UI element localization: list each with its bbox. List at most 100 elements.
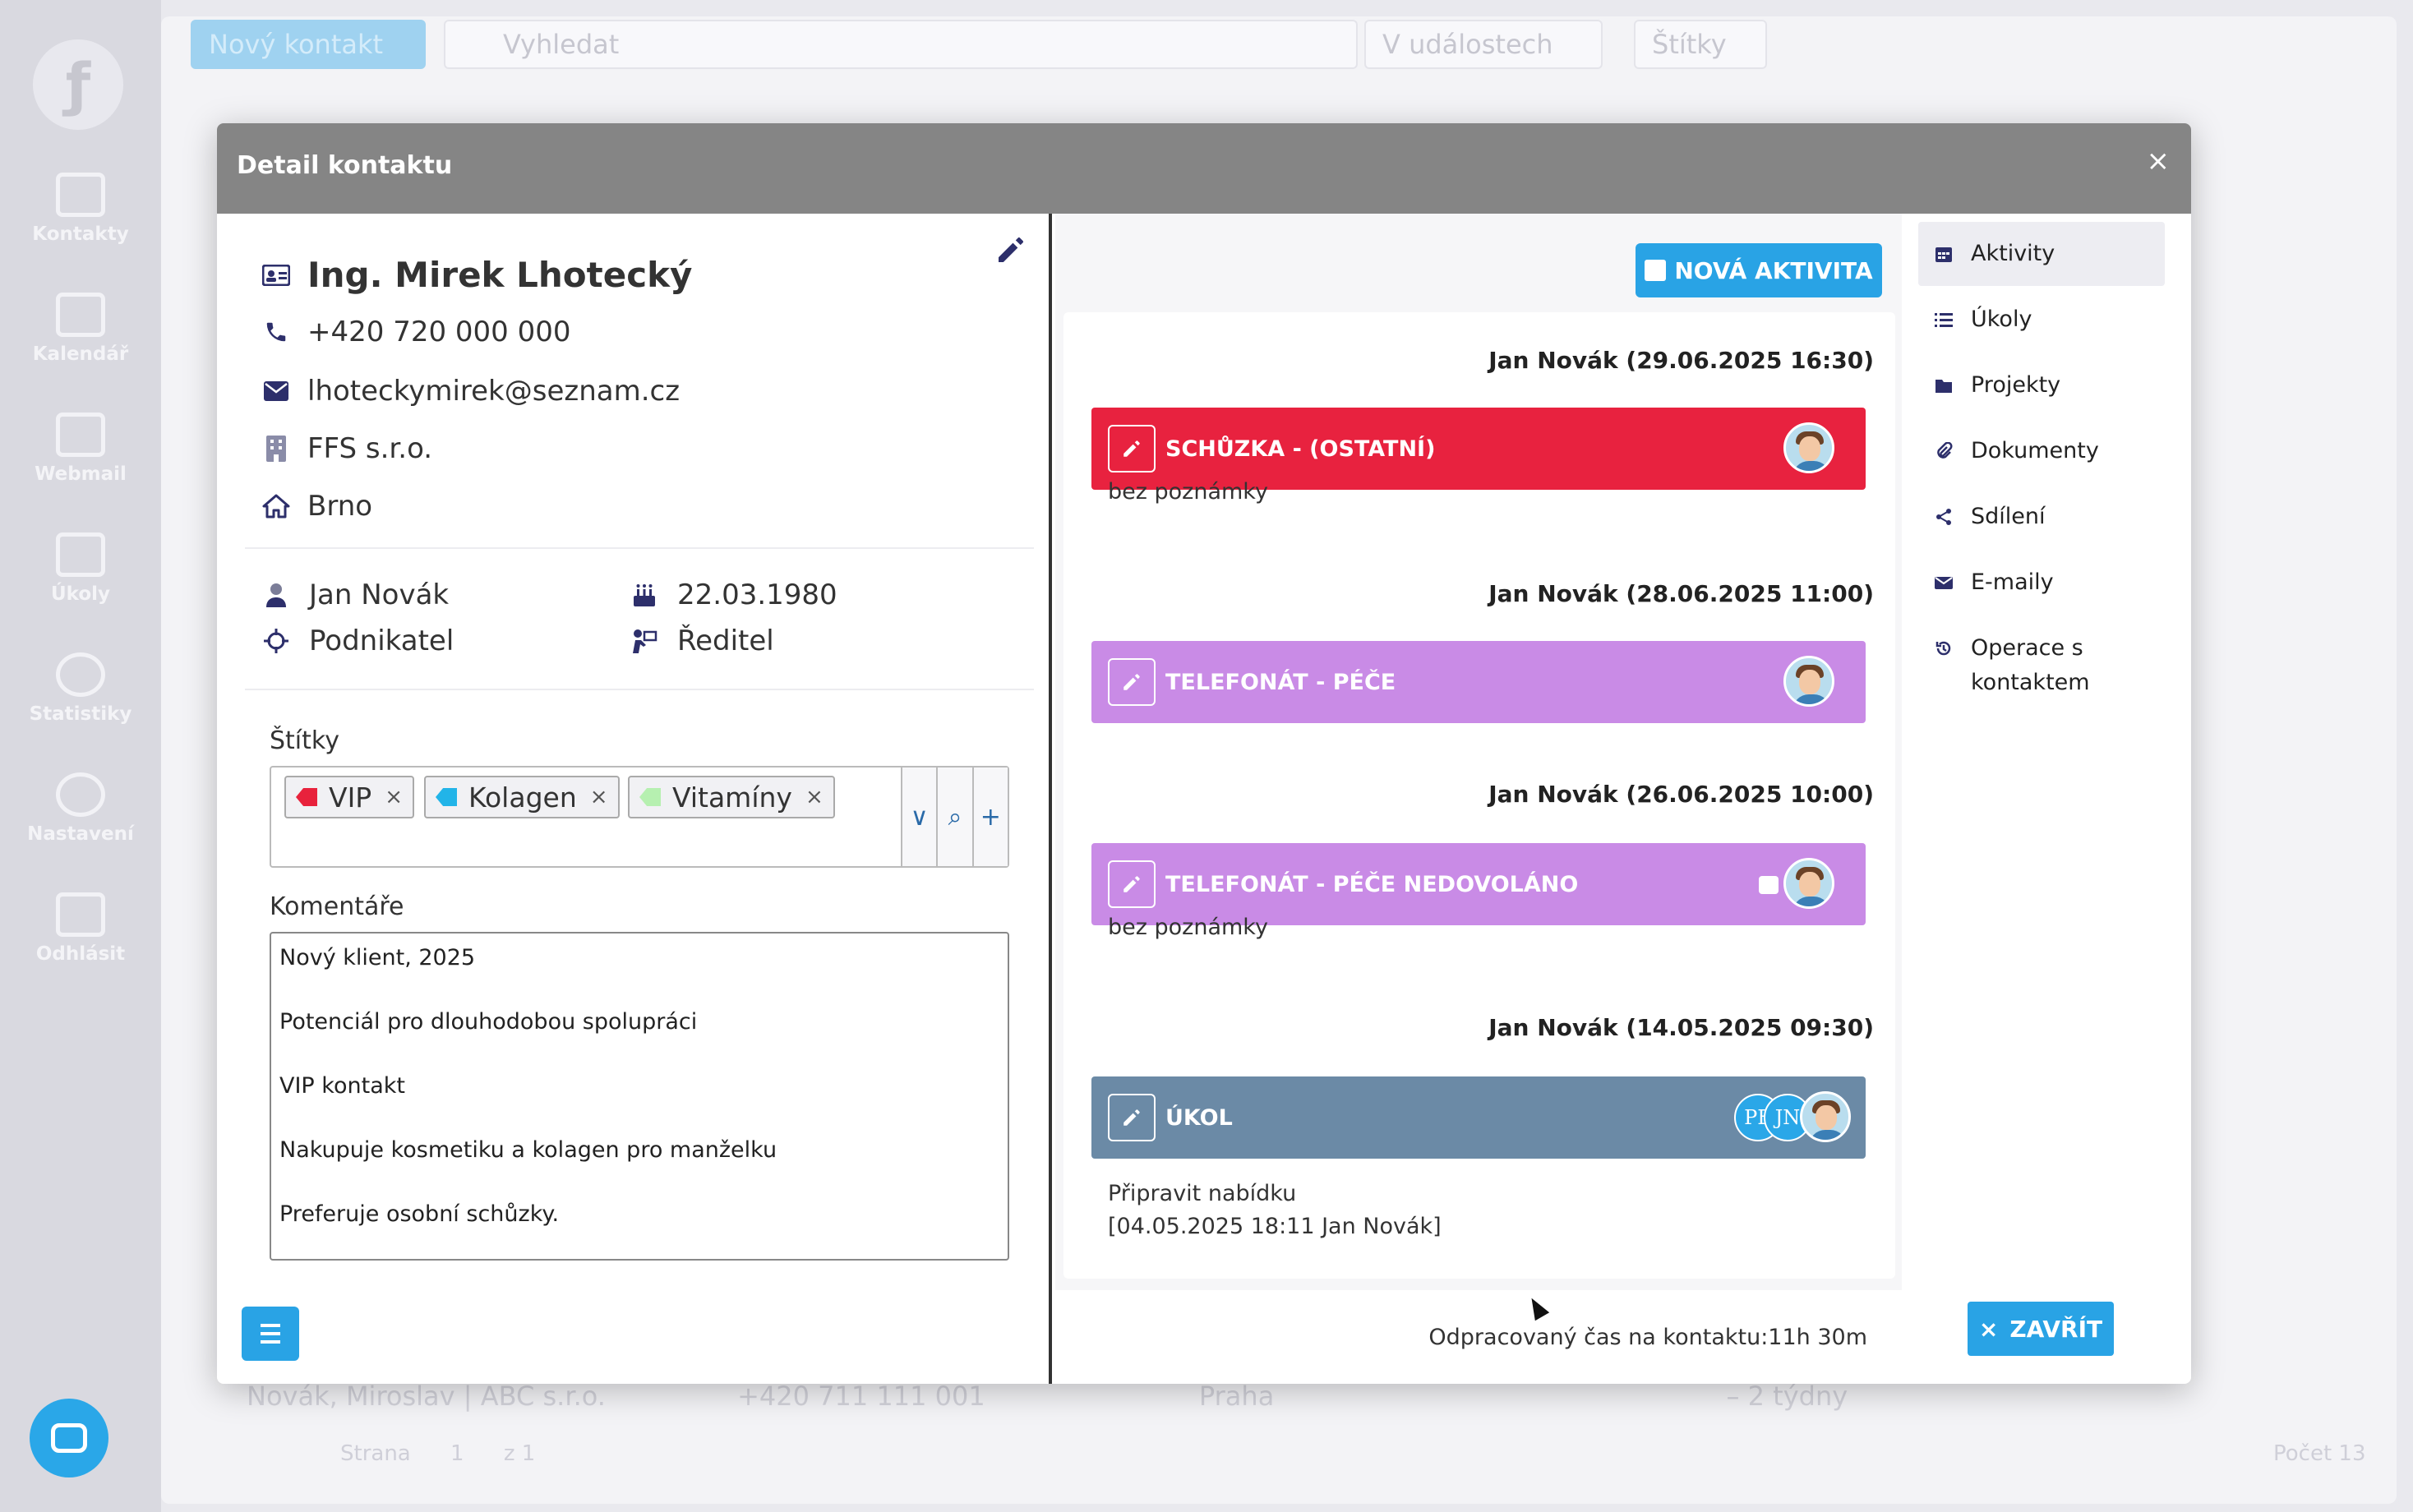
- in-events-toggle[interactable]: V událostech: [1364, 20, 1603, 69]
- activity-header: Jan Novák (14.05.2025 09:30): [1488, 1014, 1874, 1041]
- contact-name-row: Ing. Mirek Lhotecký: [261, 255, 692, 295]
- comments-textarea[interactable]: Nový klient, 2025 Potenciál pro dlouhodo…: [270, 932, 1009, 1261]
- avatar: [1783, 422, 1834, 473]
- folder-icon: [1935, 380, 1952, 393]
- comments-label: Komentáře: [270, 892, 404, 921]
- nav-label: Úkoly: [1971, 307, 2032, 332]
- activity-bar-phone-care[interactable]: TELEFONÁT - PÉČE: [1091, 641, 1866, 723]
- row-count: Počet 13: [2273, 1441, 2366, 1466]
- nav-item-sdileni[interactable]: Sdílení: [1918, 485, 2165, 549]
- nav-label: Sdílení: [1971, 504, 2046, 529]
- nav-item-dokumenty[interactable]: Dokumenty: [1918, 419, 2165, 483]
- activity-bar-task[interactable]: ÚKOL PE JN: [1091, 1076, 1866, 1159]
- comment-line: Potenciál pro dlouhodobou spolupráci: [279, 1009, 698, 1035]
- contact-detail-modal: Detail kontaktu × Ing. Mirek Lhotecký +4…: [217, 123, 2191, 1384]
- sidebar-item-label: Úkoly: [50, 583, 111, 605]
- calendar-icon: [56, 293, 105, 337]
- comment-line: Preferuje osobní schůzky.: [279, 1201, 560, 1227]
- contact-owner: Jan Novák: [261, 579, 449, 611]
- sidebar-item-ukoly[interactable]: Úkoly: [0, 532, 161, 605]
- nav-item-aktivity[interactable]: Aktivity: [1918, 222, 2165, 286]
- contact-birthday: 22.03.1980: [630, 579, 837, 611]
- sidebar-item-label: Kontakty: [32, 224, 129, 245]
- tag-remove-icon[interactable]: ×: [589, 785, 608, 809]
- chat-icon: [51, 1423, 87, 1453]
- app-logo-icon[interactable]: ƒ: [33, 39, 123, 130]
- phone-icon: [261, 317, 291, 347]
- activity-header: Jan Novák (26.06.2025 10:00): [1488, 781, 1874, 808]
- row-name: Novák, Miroslav | ABC s.r.o.: [247, 1381, 606, 1412]
- close-button-label: ZAVŘÍT: [2009, 1315, 2103, 1343]
- add-tag-icon[interactable]: +: [971, 768, 1008, 866]
- sidebar-item-nastaveni[interactable]: Nastavení: [0, 772, 161, 845]
- birthday-value: 22.03.1980: [677, 579, 837, 611]
- pager-of: z 1: [503, 1441, 536, 1466]
- modal-header: Detail kontaktu ×: [217, 123, 2191, 214]
- tags-input[interactable]: VIP × Kolagen × Vitamíny × ∨ ⌕ +: [270, 766, 1009, 868]
- edit-pencil-icon[interactable]: [1108, 658, 1156, 706]
- search-icon[interactable]: ⌕: [936, 768, 972, 866]
- history-icon: [1935, 641, 1951, 656]
- activity-note: Připravit nabídku: [1108, 1181, 1297, 1206]
- search-input[interactable]: Vyhledat: [444, 20, 1358, 69]
- paperclip-icon: [1937, 442, 1953, 459]
- tag-kolagen: Kolagen ×: [424, 776, 620, 818]
- edit-pencil-icon[interactable]: [1108, 860, 1156, 908]
- owner-value: Jan Novák: [309, 579, 450, 611]
- tag-remove-icon[interactable]: ×: [805, 785, 824, 809]
- contact-position: Ředitel: [630, 625, 774, 657]
- contact-phone[interactable]: +420 720 000 000: [307, 316, 571, 348]
- close-icon[interactable]: ×: [2146, 145, 2171, 177]
- activity-bar-meeting[interactable]: SCHŮZKA - (OSTATNÍ): [1091, 408, 1866, 490]
- tag-remove-icon[interactable]: ×: [385, 785, 404, 809]
- activity-bar-phone-missed[interactable]: TELEFONÁT - PÉČE NEDOVOLÁNO: [1091, 843, 1866, 925]
- comment-line: Nakupuje kosmetiku a kolagen pro manželk…: [279, 1137, 777, 1163]
- chat-button[interactable]: [30, 1399, 108, 1477]
- activity-feed: Jan Novák (29.06.2025 16:30) SCHŮZKA - (…: [1063, 312, 1895, 1279]
- id-card-icon: [261, 260, 291, 290]
- activity-title: SCHŮZKA - (OSTATNÍ): [1165, 436, 1436, 462]
- new-contact-button[interactable]: Nový kontakt: [191, 20, 426, 69]
- home-icon: [261, 491, 291, 521]
- detail-nav: Aktivity Úkoly Projekty Dokumenty Sdílen…: [1902, 214, 2183, 1384]
- edit-pencil-icon[interactable]: [1108, 425, 1156, 472]
- tag-vip: VIP ×: [284, 776, 415, 818]
- tags-filter-button[interactable]: Štítky: [1634, 20, 1767, 69]
- logout-icon: [56, 892, 105, 937]
- sidebar-item-kalendar[interactable]: Kalendář: [0, 293, 161, 365]
- activity-note: bez poznámky: [1108, 915, 1268, 940]
- calendar-icon: [1935, 247, 1952, 262]
- nav-item-ukoly[interactable]: Úkoly: [1918, 288, 2165, 352]
- nav-label: Dokumenty: [1971, 438, 2099, 463]
- nav-item-emaily[interactable]: E-maily: [1918, 551, 2165, 615]
- nav-item-operace[interactable]: Operace s kontaktem: [1918, 616, 2165, 715]
- panel-divider: [1049, 214, 1052, 1384]
- person-chalkboard-icon: [630, 626, 659, 656]
- edit-pencil-icon[interactable]: [994, 233, 1027, 266]
- sidebar-item-odhlasit[interactable]: Odhlásit: [0, 892, 161, 965]
- pager-page[interactable]: 1: [450, 1441, 464, 1466]
- new-activity-label: NOVÁ AKTIVITA: [1674, 256, 1873, 284]
- thumbs-down-icon: [1759, 876, 1779, 894]
- chevron-down-icon[interactable]: ∨: [901, 768, 937, 866]
- activity-title: TELEFONÁT - PÉČE: [1165, 669, 1396, 695]
- menu-button[interactable]: [242, 1307, 299, 1361]
- activities-footer: Odpracovaný čas na kontaktu:11h 30m: [1055, 1290, 1902, 1384]
- edit-pencil-icon[interactable]: [1108, 1094, 1156, 1141]
- tag-icon: [296, 788, 317, 806]
- sidebar-item-statistiky[interactable]: Statistiky: [0, 652, 161, 725]
- pager-label: Strana: [340, 1441, 411, 1466]
- table-row[interactable]: Novák, Miroslav | ABC s.r.o. +420 711 11…: [247, 1381, 1848, 1412]
- sidebar-item-kontakty[interactable]: Kontakty: [0, 173, 161, 245]
- new-activity-button[interactable]: NOVÁ AKTIVITA: [1636, 243, 1882, 297]
- envelope-icon: [56, 413, 105, 457]
- contact-email[interactable]: lhoteckymirek@seznam.cz: [307, 375, 681, 408]
- position-value: Ředitel: [677, 625, 774, 657]
- row-city: Praha: [1198, 1381, 1275, 1412]
- nav-item-projekty[interactable]: Projekty: [1918, 353, 2165, 417]
- nav-label: Aktivity: [1971, 241, 2055, 266]
- close-button[interactable]: × ZAVŘÍT: [1968, 1302, 2114, 1356]
- sidebar-item-webmail[interactable]: Webmail: [0, 413, 161, 485]
- user-gear-icon: [56, 772, 105, 817]
- contact-company: FFS s.r.o.: [307, 432, 433, 465]
